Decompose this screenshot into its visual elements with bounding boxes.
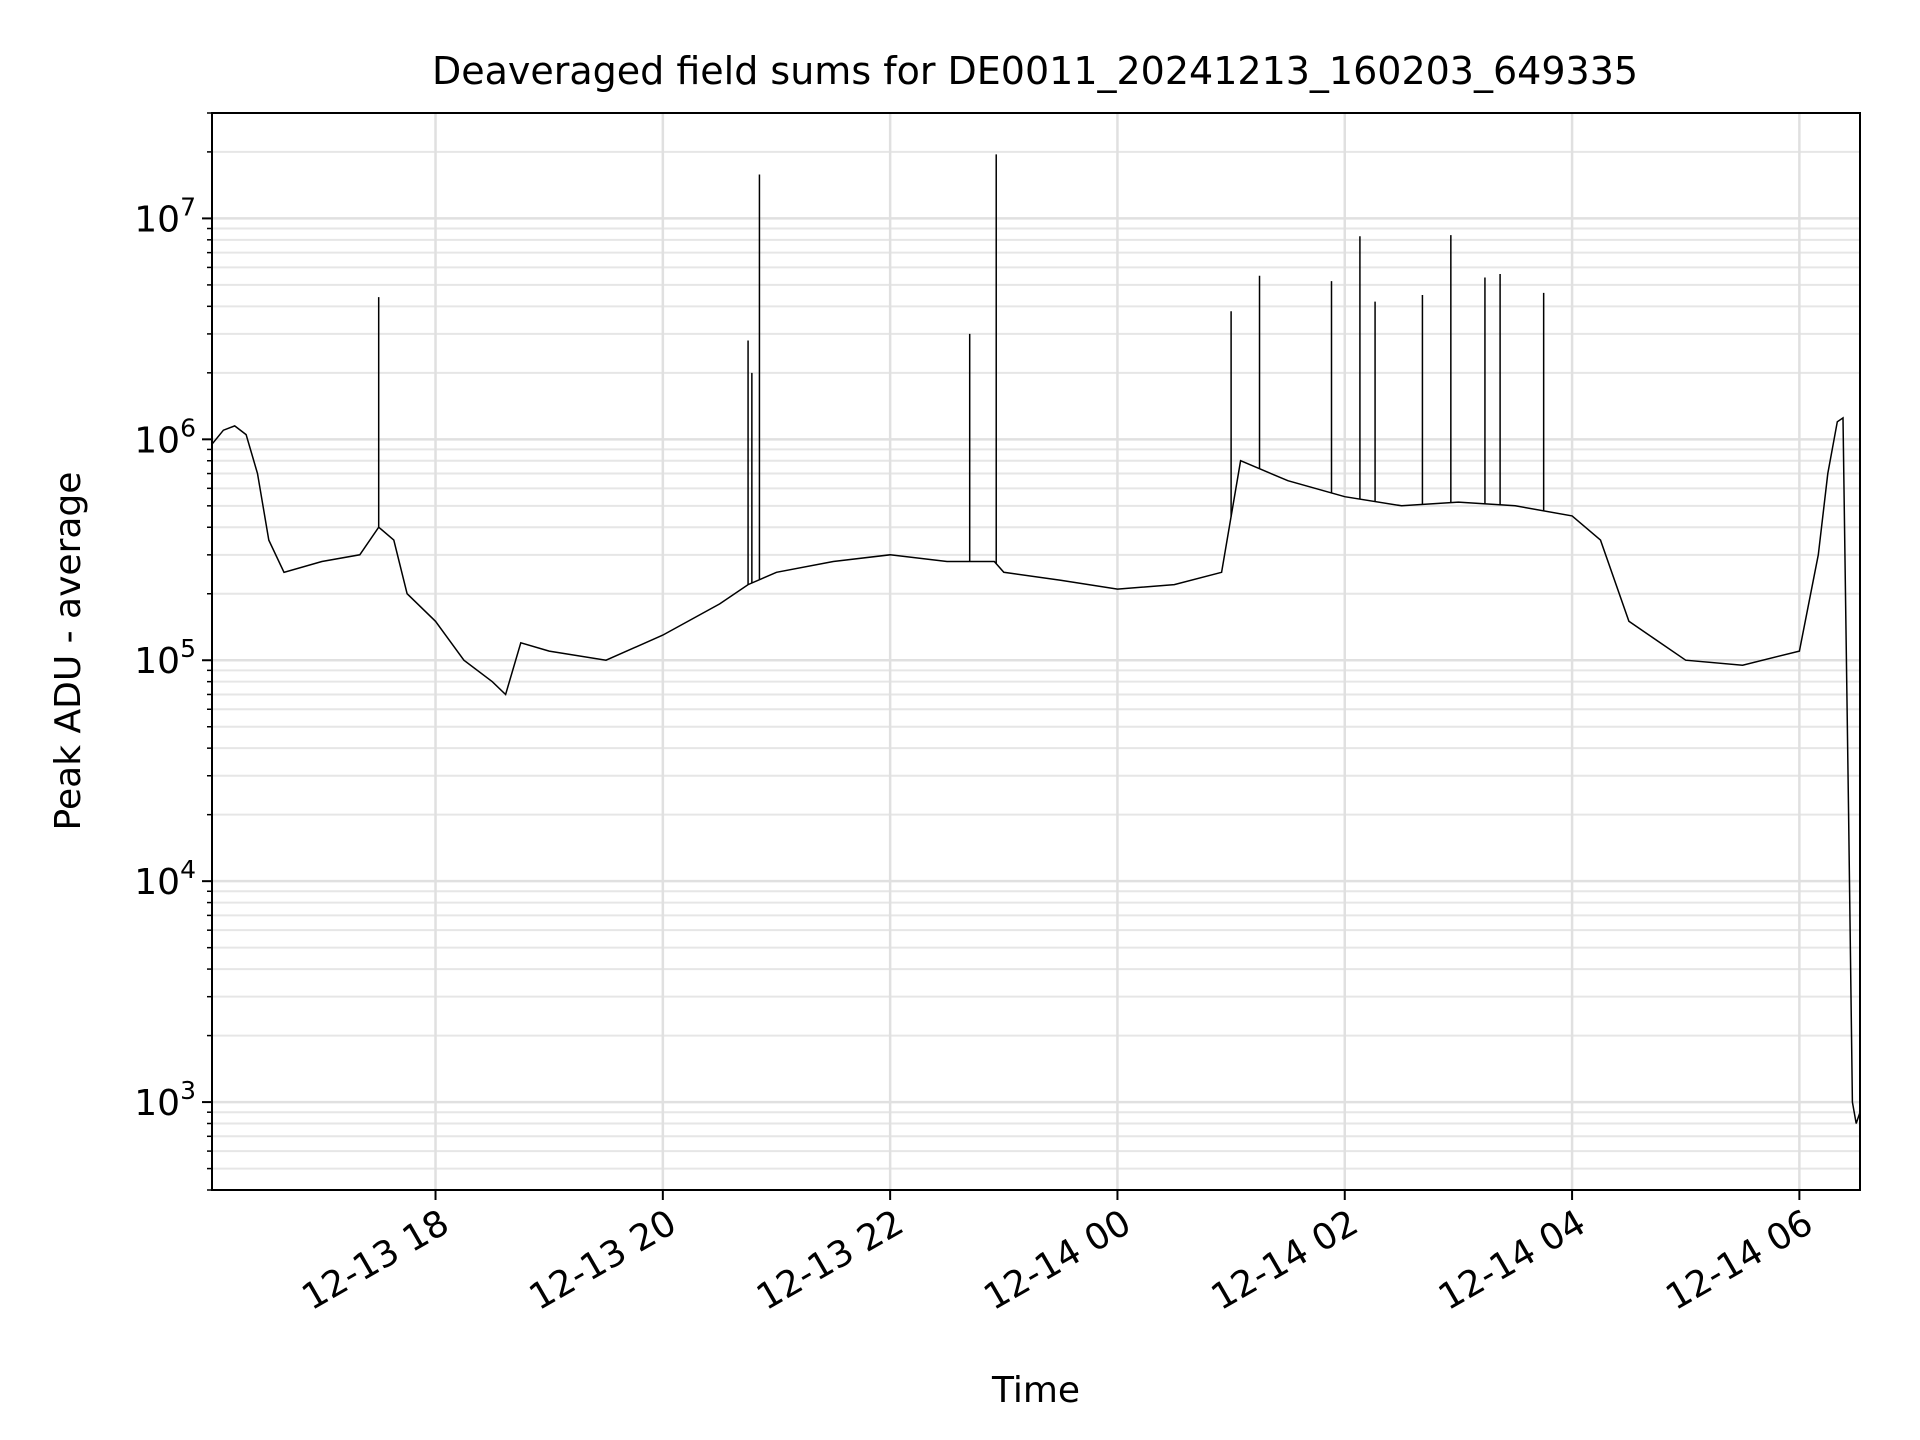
plot-background: [212, 113, 1860, 1190]
data-series: [211, 154, 1861, 1124]
y-tick-label: 106: [134, 413, 196, 461]
y-tick-label: 107: [134, 192, 196, 240]
y-tick-label: 104: [134, 855, 196, 903]
y-tick-label: 105: [134, 634, 196, 682]
y-tick-label: 103: [134, 1076, 196, 1124]
y-axis: 103 104 105 106 107: [134, 112, 212, 1191]
y-axis-label: Peak ADU - average: [48, 472, 89, 831]
plot-area: [211, 112, 1861, 1191]
plot-frame: [211, 112, 1861, 1191]
grid-lines: [212, 112, 1860, 1191]
series-line: [211, 416, 1861, 1124]
chart-title: Deaveraged field sums for DE0011_2024121…: [432, 49, 1638, 93]
x-axis-label: Time: [991, 1370, 1080, 1411]
